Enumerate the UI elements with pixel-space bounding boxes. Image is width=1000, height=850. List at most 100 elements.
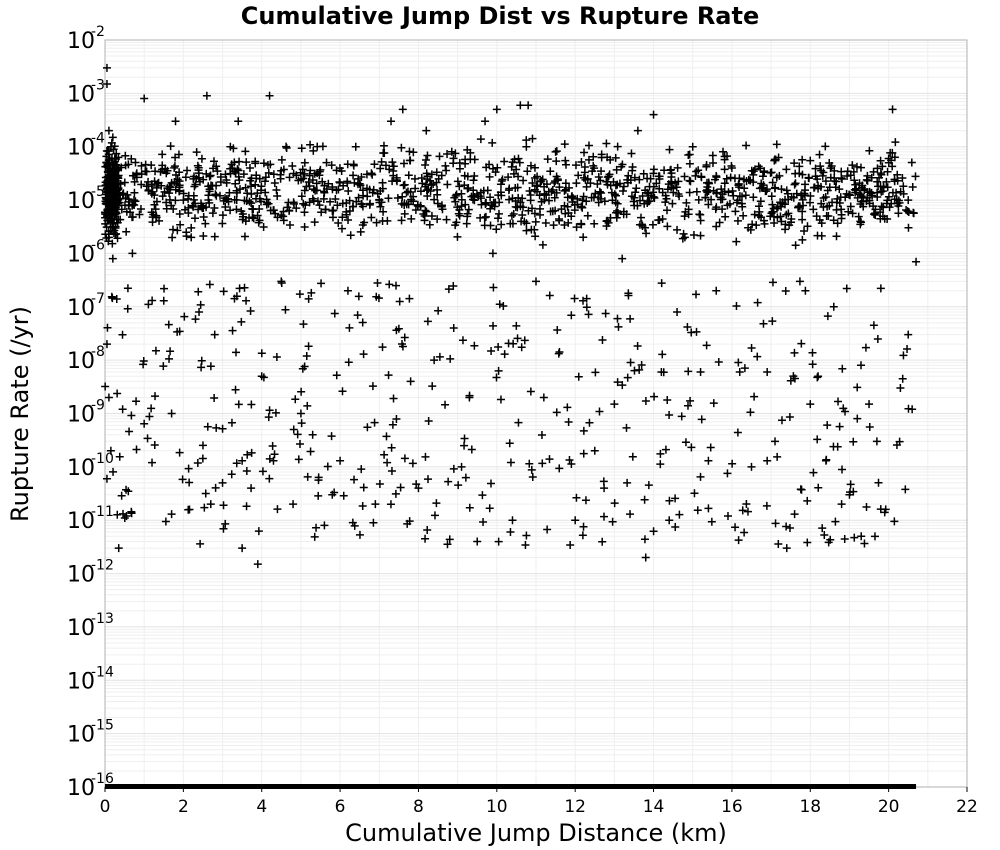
scatter-point [108,239,117,248]
scatter-point [369,185,378,194]
scatter-point [383,458,392,467]
scatter-point [455,182,464,191]
scatter-point [485,172,494,181]
scatter-point [254,218,263,227]
scatter-point [273,505,282,514]
scatter-point [550,178,559,187]
scatter-point [740,528,749,537]
scatter-point [467,445,476,454]
scatter-point [572,223,581,232]
scatter-point [102,196,111,205]
scatter-point [196,199,205,208]
scatter-point [441,400,450,409]
y-tick-label: 10 [67,82,95,107]
scatter-point [789,372,798,381]
scatter-point [422,126,431,135]
y-tick-exponent: -15 [91,718,114,734]
scatter-point [379,141,388,150]
scatter-point [753,352,762,361]
scatter-point [696,472,705,481]
scatter-point [697,415,706,424]
scatter-point [294,176,303,185]
y-tick-label: 10 [67,189,95,214]
scatter-point [624,291,633,300]
scatter-point [821,192,830,201]
scatter-point [125,427,134,436]
scatter-point [392,281,401,290]
scatter-point [110,154,119,163]
scatter-point [790,180,799,189]
scatter-point [122,485,131,494]
y-tick-label: 10 [67,563,95,588]
scatter-point [272,185,281,194]
scatter-point [737,192,746,201]
scatter-point [703,186,712,195]
scatter-point [542,180,551,189]
scatter-point [790,348,799,357]
scatter-point [232,459,241,468]
x-tick-label: 8 [413,797,424,817]
scatter-point [568,193,577,202]
scatter-point [300,158,309,167]
scatter-point [782,522,791,531]
scatter-point [589,152,598,161]
scatter-point [130,201,139,210]
scatter-point [281,305,290,314]
scatter-point [606,213,615,222]
scatter-point [767,209,776,218]
scatter-point [869,167,878,176]
scatter-point [688,142,697,151]
scatter-point [148,296,157,305]
scatter-point [487,201,496,210]
y-tick-exponent: -13 [91,611,114,627]
scatter-point [867,189,876,198]
scatter-point [218,478,227,487]
scatter-point [349,160,358,169]
grid [104,39,968,788]
scatter-point [525,186,534,195]
scatter-point [375,480,384,489]
scatter-point [696,231,705,240]
scatter-point [198,202,207,211]
scatter-point [828,198,837,207]
scatter-point [245,197,254,206]
y-tick-label: 10 [67,669,95,694]
scatter-point [517,343,526,352]
scatter-point [549,221,558,230]
scatter-point [219,501,228,510]
scatter-point [300,186,309,195]
scatter-point [389,162,398,171]
scatter-point [486,204,495,213]
scatter-point [701,193,710,202]
scatter-point [723,469,732,478]
scatter-point [359,483,368,492]
scatter-point [221,170,230,179]
scatter-point [403,187,412,196]
scatter-point [135,210,144,219]
scatter-point [184,464,193,473]
scatter-point [552,408,561,417]
scatter-point [511,183,520,192]
scatter-point [742,141,751,150]
scatter-point [380,450,389,459]
scatter-point [358,318,367,327]
scatter-point [865,423,874,432]
scatter-point [378,178,387,187]
scatter-point [265,454,274,463]
scatter-point [815,215,824,224]
scatter-point [354,174,363,183]
scatter-point [285,221,294,230]
scatter-point [508,219,517,228]
scatter-point [241,183,250,192]
scatter-point [421,160,430,169]
scatter-point [838,465,847,474]
scatter-point [578,531,587,540]
scatter-point [327,161,336,170]
scatter-point [613,208,622,217]
scatter-point [194,287,203,296]
scatter-point [144,186,153,195]
scatter-point [108,294,117,303]
scatter-point [279,216,288,225]
scatter-point [882,177,891,186]
